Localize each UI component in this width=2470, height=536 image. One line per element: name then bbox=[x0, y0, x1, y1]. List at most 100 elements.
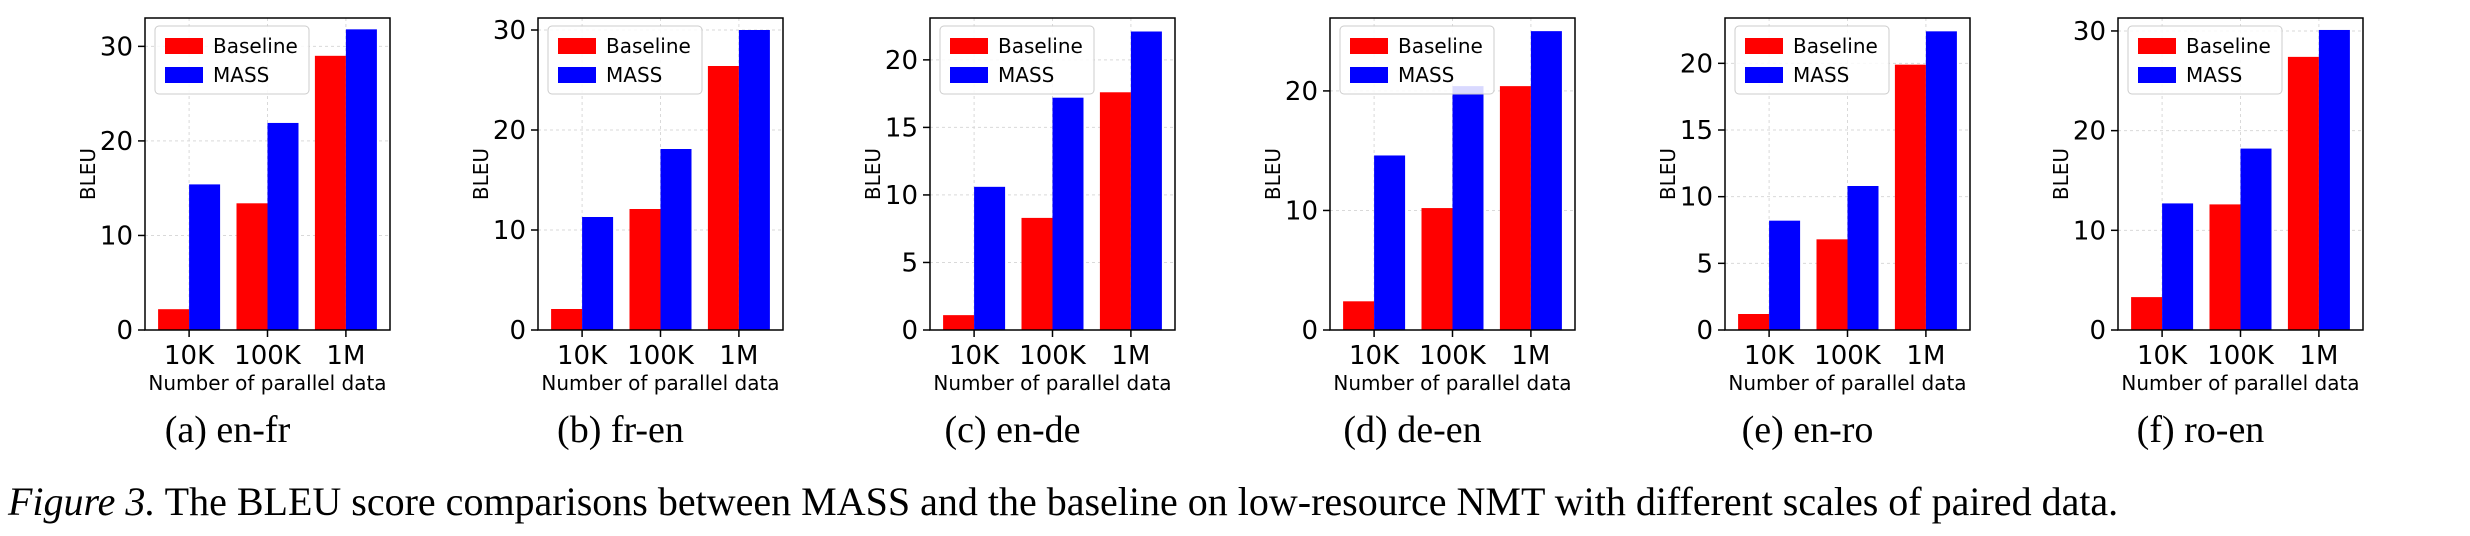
y-tick-label: 15 bbox=[885, 113, 918, 143]
legend-label-baseline: Baseline bbox=[998, 34, 1083, 58]
bar-baseline-1m bbox=[314, 55, 346, 331]
legend: Baseline MASS bbox=[939, 25, 1095, 95]
y-tick-label: 20 bbox=[493, 116, 526, 146]
subcaption: (d) de-en bbox=[1343, 409, 1481, 451]
bar-mass-1m bbox=[345, 29, 377, 330]
y-tick-label: 0 bbox=[116, 316, 133, 346]
bar-mass-10k bbox=[1374, 155, 1406, 330]
bar-mass-100k bbox=[1847, 186, 1879, 330]
bar-baseline-1m bbox=[2287, 56, 2319, 331]
y-tick-label: 10 bbox=[1285, 196, 1318, 226]
legend-swatch-baseline bbox=[1350, 38, 1388, 54]
x-tick-label: 10K bbox=[1349, 341, 1400, 371]
y-tick-label: 20 bbox=[1680, 49, 1713, 79]
legend-swatch-mass bbox=[1350, 67, 1388, 83]
y-tick-label: 0 bbox=[1696, 316, 1713, 346]
legend-label-baseline: Baseline bbox=[606, 34, 691, 58]
legend-swatch-mass bbox=[950, 67, 988, 83]
y-tick-label: 10 bbox=[885, 181, 918, 211]
subcaption: (b) fr-en bbox=[557, 409, 684, 451]
x-axis-label: Number of parallel data bbox=[1728, 371, 1966, 395]
bar-mass-10k bbox=[582, 217, 614, 330]
x-tick-label: 1M bbox=[326, 341, 365, 371]
bar-baseline-100k bbox=[629, 209, 661, 330]
y-axis-label: BLEU bbox=[1656, 148, 1680, 200]
y-tick-label: 20 bbox=[885, 46, 918, 76]
legend-swatch-baseline bbox=[1745, 38, 1783, 54]
subcaption: (c) en-de bbox=[944, 409, 1080, 451]
bar-mass-10k bbox=[1769, 220, 1801, 330]
figure-caption-text: The BLEU score comparisons between MASS … bbox=[155, 479, 2119, 524]
bar-baseline-10k bbox=[158, 309, 190, 330]
x-tick-label: 10K bbox=[949, 341, 1000, 371]
x-axis-label: Number of parallel data bbox=[148, 371, 386, 395]
bar-baseline-10k bbox=[1738, 314, 1770, 330]
legend-swatch-baseline bbox=[950, 38, 988, 54]
x-tick-label: 1M bbox=[2299, 341, 2338, 371]
x-tick-label: 10K bbox=[2137, 341, 2188, 371]
bar-baseline-100k bbox=[1021, 217, 1053, 330]
y-tick-label: 20 bbox=[2073, 117, 2106, 147]
y-tick-label: 0 bbox=[1301, 316, 1318, 346]
x-tick-label: 100K bbox=[2207, 341, 2275, 371]
bar-mass-1m bbox=[2318, 29, 2350, 330]
bar-baseline-100k bbox=[1421, 208, 1453, 330]
x-tick-label: 1M bbox=[1111, 341, 1150, 371]
legend-swatch-baseline bbox=[165, 38, 203, 54]
legend: Baseline MASS bbox=[154, 25, 310, 95]
x-tick-label: 10K bbox=[164, 341, 215, 371]
x-axis-label: Number of parallel data bbox=[2121, 371, 2359, 395]
legend-swatch-baseline bbox=[2138, 38, 2176, 54]
bar-mass-1m bbox=[1530, 31, 1562, 331]
legend-label-baseline: Baseline bbox=[1398, 34, 1483, 58]
x-tick-label: 100K bbox=[627, 341, 695, 371]
y-axis-label: BLEU bbox=[76, 148, 100, 200]
bar-baseline-1m bbox=[1099, 92, 1131, 331]
x-axis-label: Number of parallel data bbox=[541, 371, 779, 395]
x-tick-label: 100K bbox=[1419, 341, 1487, 371]
legend-label-mass: MASS bbox=[606, 63, 662, 87]
y-tick-label: 10 bbox=[100, 221, 133, 251]
y-tick-label: 20 bbox=[100, 127, 133, 157]
y-tick-label: 0 bbox=[509, 316, 526, 346]
legend-label-baseline: Baseline bbox=[213, 34, 298, 58]
y-axis-label: BLEU bbox=[1261, 148, 1285, 200]
y-tick-label: 10 bbox=[493, 216, 526, 246]
subcaption: (f) ro-en bbox=[2137, 409, 2265, 451]
bar-baseline-1m bbox=[1894, 64, 1926, 331]
y-axis-label: BLEU bbox=[861, 148, 885, 200]
figure-caption: Figure 3. The BLEU score comparisons bet… bbox=[8, 478, 2468, 525]
x-tick-label: 10K bbox=[1744, 341, 1795, 371]
subcaption: (e) en-ro bbox=[1742, 409, 1874, 451]
bar-baseline-1m bbox=[707, 66, 739, 330]
bar-mass-1m bbox=[1925, 31, 1957, 330]
y-tick-label: 30 bbox=[2073, 17, 2106, 47]
legend-label-mass: MASS bbox=[998, 63, 1054, 87]
bar-mass-100k bbox=[1052, 97, 1084, 330]
legend: Baseline MASS bbox=[2127, 25, 2283, 95]
legend-label-mass: MASS bbox=[1793, 63, 1849, 87]
y-tick-label: 10 bbox=[1680, 183, 1713, 213]
legend: Baseline MASS bbox=[1339, 25, 1495, 95]
bar-baseline-100k bbox=[236, 203, 268, 330]
x-tick-label: 1M bbox=[1511, 341, 1550, 371]
bar-mass-1m bbox=[1130, 31, 1162, 330]
legend-swatch-mass bbox=[558, 67, 596, 83]
x-axis-label: Number of parallel data bbox=[933, 371, 1171, 395]
bar-baseline-10k bbox=[551, 309, 583, 330]
legend-label-mass: MASS bbox=[213, 63, 269, 87]
bar-baseline-10k bbox=[1343, 301, 1375, 330]
x-tick-label: 1M bbox=[719, 341, 758, 371]
bar-mass-100k bbox=[2240, 148, 2272, 330]
y-tick-label: 30 bbox=[100, 32, 133, 62]
bar-baseline-1m bbox=[1499, 86, 1531, 330]
legend: Baseline MASS bbox=[547, 25, 703, 95]
legend-label-mass: MASS bbox=[2186, 63, 2242, 87]
